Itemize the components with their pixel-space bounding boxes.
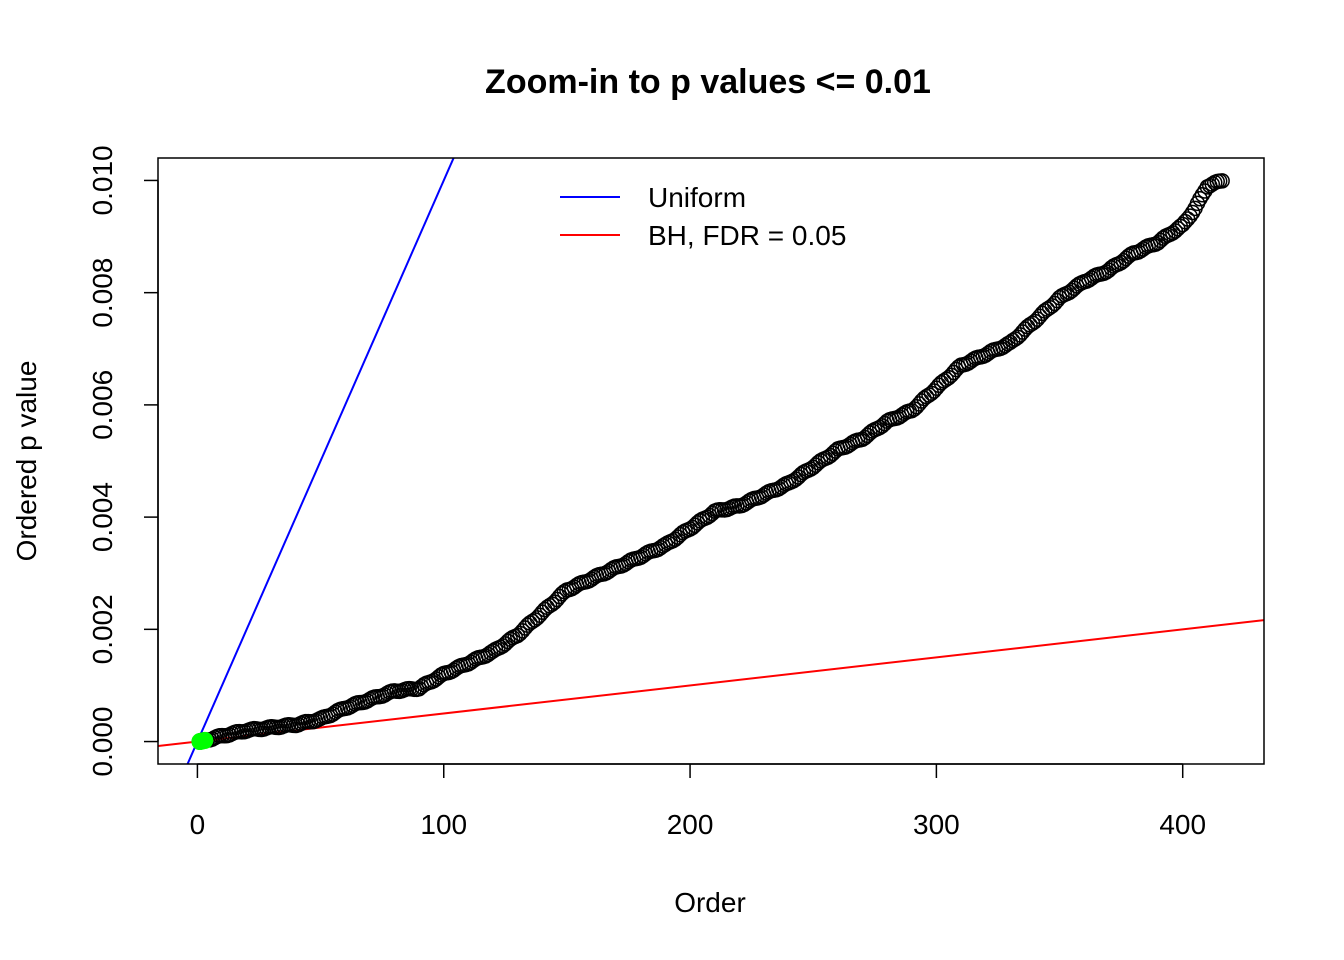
x-axis: 0 100 200 300 400 [190,763,1206,840]
y-tick-label: 0.000 [87,707,118,777]
x-tick-label: 0 [190,809,206,840]
x-tick-label: 200 [667,809,714,840]
legend-label: Uniform [648,182,746,213]
x-tick-label: 100 [420,809,467,840]
chart-title: Zoom-in to p values <= 0.01 [485,63,931,101]
data-point [413,678,430,695]
y-tick-label: 0.010 [87,145,118,215]
x-tick-label: 300 [913,809,960,840]
data-point [554,585,570,602]
y-axis: 0.000 0.002 0.004 0.006 0.008 0.010 [87,145,159,777]
data-point [1182,208,1198,224]
data-point [810,455,826,471]
y-tick-label: 0.002 [87,594,118,664]
data-point [1192,190,1208,207]
y-axis-label: Ordered p value [11,361,42,562]
reference-line-bh-fdr-0-05 [158,619,1264,748]
reference-line-uniform [186,158,455,764]
data-point [894,407,910,423]
data-point [773,479,789,495]
data-point [793,466,809,483]
data-point [862,425,878,441]
y-tick-label: 0.008 [87,258,118,328]
x-axis-label: Order [674,887,746,918]
data-point [1184,204,1201,221]
legend-label: BH, FDR = 0.05 [648,220,846,251]
data-point [1214,173,1230,189]
data-point [482,644,499,661]
y-tick-label: 0.004 [87,482,118,552]
significant-point [196,731,214,749]
y-tick-label: 0.006 [87,370,118,440]
legend: Uniform BH, FDR = 0.05 [560,182,846,251]
x-tick-label: 400 [1159,809,1206,840]
